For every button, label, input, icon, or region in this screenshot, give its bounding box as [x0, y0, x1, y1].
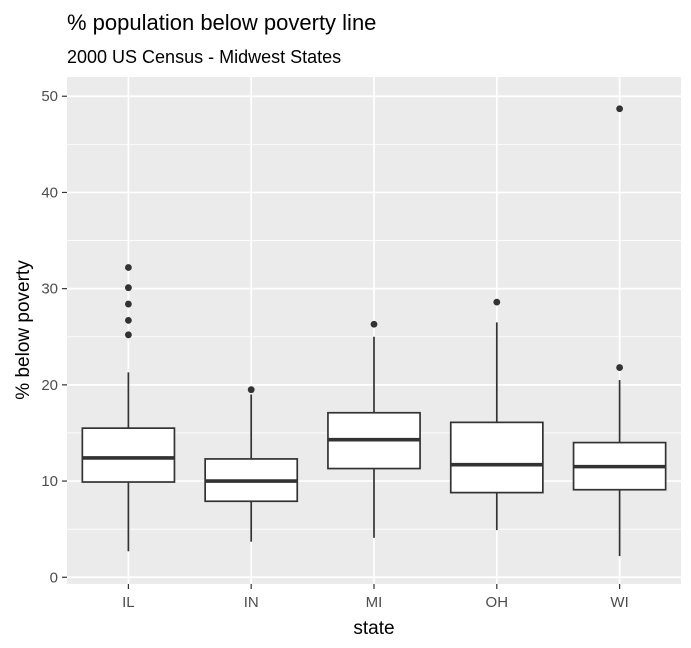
boxplot-mi: [327, 320, 421, 538]
x-tick-label: IN: [244, 594, 259, 611]
x-tick-label: OH: [486, 594, 509, 611]
outlier-point: [370, 320, 378, 328]
outlier-point: [247, 386, 255, 394]
box: [81, 427, 176, 483]
boxplot-in: [204, 386, 299, 542]
y-axis: 0 10 20 30 40 50: [41, 88, 67, 586]
x-tick-label: MI: [366, 594, 383, 611]
x-tick-label: WI: [610, 594, 628, 611]
boxplots: [81, 105, 667, 557]
boxplot-wi: [572, 105, 667, 557]
y-tick-label: 0: [50, 569, 58, 586]
boxplot-il: [81, 264, 176, 552]
boxplot-oh: [449, 298, 544, 531]
outlier-point: [124, 331, 132, 339]
outlier-point: [616, 105, 623, 113]
y-axis-title: % below poverty: [13, 260, 34, 400]
x-axis-title: state: [353, 618, 394, 639]
box: [449, 421, 544, 494]
x-axis: IL IN MI OH WI: [122, 584, 629, 611]
outlier-point: [616, 364, 623, 371]
outlier-point: [124, 284, 132, 292]
y-tick-label: 20: [41, 377, 58, 394]
chart-subtitle: 2000 US Census - Midwest States: [67, 47, 341, 67]
outlier-point: [124, 300, 132, 308]
outlier-point: [124, 264, 132, 271]
y-tick-label: 30: [41, 281, 58, 298]
outlier-point: [124, 316, 132, 324]
y-tick-label: 40: [41, 184, 58, 201]
y-tick-label: 50: [41, 88, 58, 105]
chart-title: % population below poverty line: [67, 10, 376, 35]
y-tick-label: 10: [41, 473, 58, 490]
outlier-point: [493, 298, 501, 306]
x-tick-label: IL: [122, 594, 135, 611]
